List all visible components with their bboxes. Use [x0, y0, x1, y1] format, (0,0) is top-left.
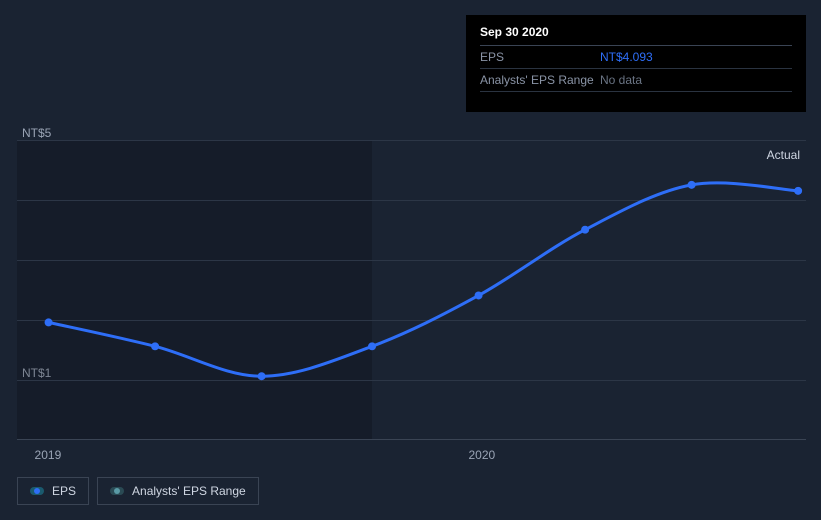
- eps-line: [49, 183, 799, 376]
- y-axis-label: NT$5: [22, 126, 51, 140]
- legend-item[interactable]: EPS: [17, 477, 89, 505]
- legend-label: EPS: [52, 484, 76, 498]
- tooltip-row: Analysts' EPS RangeNo data: [480, 69, 792, 92]
- eps-point[interactable]: [475, 291, 483, 299]
- eps-point[interactable]: [794, 187, 802, 195]
- legend: EPS Analysts' EPS Range: [17, 477, 259, 505]
- eps-point[interactable]: [368, 342, 376, 350]
- legend-swatch-icon: [30, 487, 44, 495]
- tooltip-row-label: EPS: [480, 50, 600, 64]
- plot-area[interactable]: Actual: [17, 140, 806, 440]
- eps-point[interactable]: [688, 181, 696, 189]
- tooltip-row-label: Analysts' EPS Range: [480, 73, 600, 87]
- tooltip-row-value: No data: [600, 73, 792, 87]
- x-axis-label: 2019: [35, 448, 62, 462]
- eps-point[interactable]: [151, 342, 159, 350]
- eps-series: [17, 140, 806, 439]
- tooltip-row: EPSNT$4.093: [480, 46, 792, 69]
- eps-point[interactable]: [258, 372, 266, 380]
- legend-item[interactable]: Analysts' EPS Range: [97, 477, 259, 505]
- tooltip-row-value: NT$4.093: [600, 50, 792, 64]
- eps-point[interactable]: [45, 318, 53, 326]
- legend-swatch-icon: [110, 487, 124, 495]
- chart-tooltip: Sep 30 2020 EPSNT$4.093Analysts' EPS Ran…: [466, 15, 806, 112]
- eps-point[interactable]: [581, 226, 589, 234]
- tooltip-date: Sep 30 2020: [480, 25, 792, 46]
- eps-line-chart: NT$5NT$1 Actual 20192020: [17, 120, 806, 480]
- legend-label: Analysts' EPS Range: [132, 484, 246, 498]
- x-axis-label: 2020: [469, 448, 496, 462]
